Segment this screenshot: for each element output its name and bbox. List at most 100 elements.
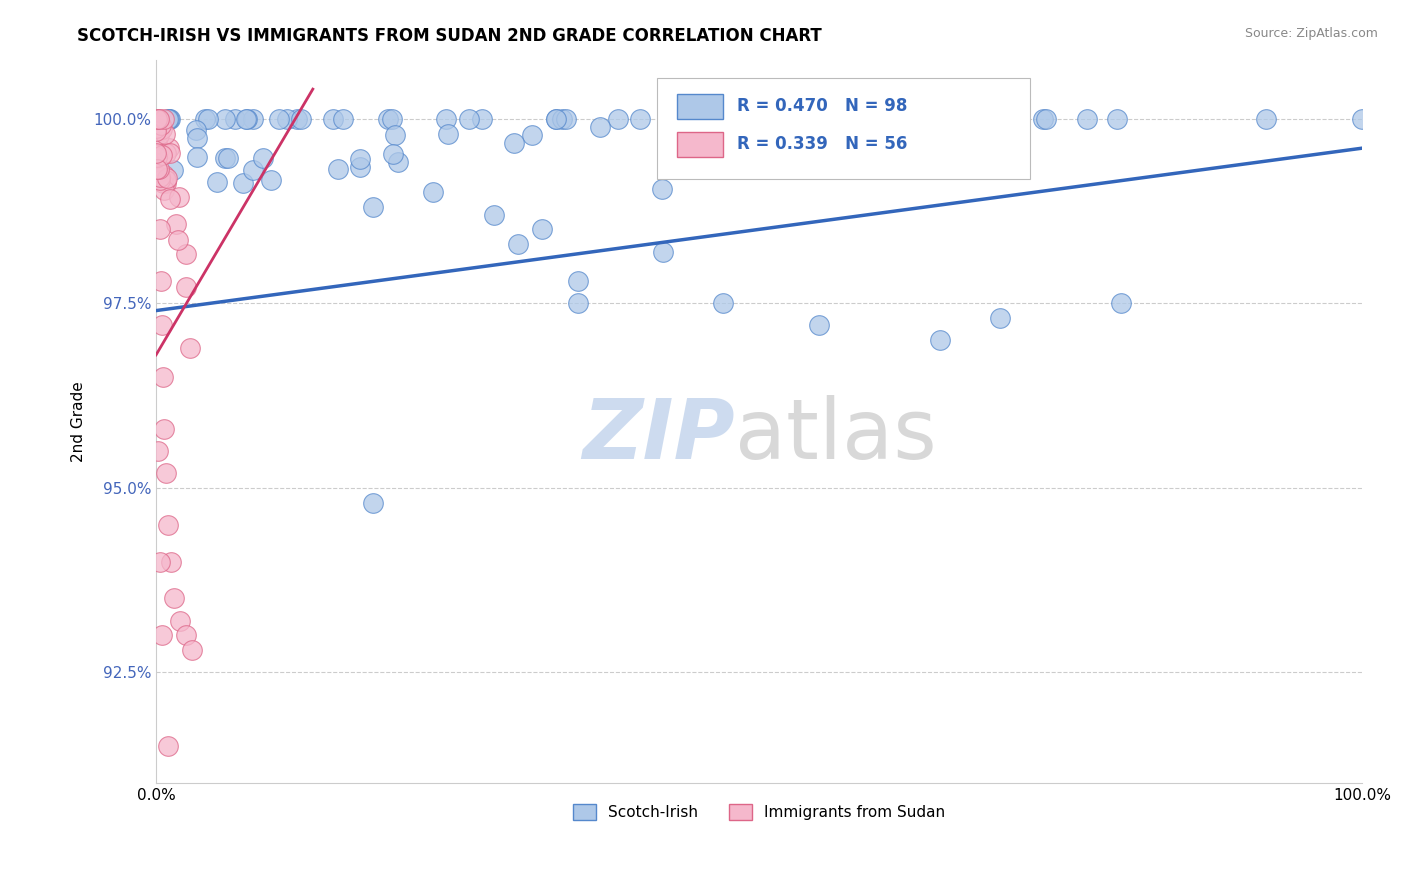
Point [679,112,702,126]
Point [1254,112,1277,126]
Point [799,112,821,126]
Point [387,154,409,169]
Point [149,274,172,288]
Point [145,169,167,183]
Point [214,151,236,165]
Point [217,151,239,165]
Point [186,130,208,145]
FancyBboxPatch shape [657,78,1031,179]
Point [651,244,673,259]
Point [276,112,298,126]
Point [174,628,197,642]
Point [224,112,246,126]
Point [150,122,173,136]
Text: R = 0.339   N = 56: R = 0.339 N = 56 [737,136,908,153]
Point [607,112,630,126]
Point [148,128,170,142]
Point [153,422,176,436]
Point [166,234,188,248]
Point [437,127,460,141]
Point [157,140,180,154]
Text: atlas: atlas [735,395,936,476]
Point [174,280,197,294]
Point [149,119,172,133]
Point [546,112,568,126]
Point [361,200,384,214]
Point [155,176,177,190]
Point [153,127,176,141]
Point [711,112,734,126]
Point [349,153,371,167]
Text: Source: ZipAtlas.com: Source: ZipAtlas.com [1244,27,1378,40]
Point [145,120,167,135]
Point [242,112,264,126]
Point [377,112,399,126]
Point [808,318,831,333]
Point [155,171,177,186]
Point [1035,112,1057,126]
Point [153,183,176,197]
Point [145,124,167,138]
Point [384,128,406,143]
Point [159,145,181,160]
Point [285,112,308,126]
Point [530,222,553,236]
Point [152,370,174,384]
Point [503,136,526,150]
Point [381,112,404,126]
Point [793,112,815,126]
Point [149,170,172,185]
Point [159,192,181,206]
Point [252,152,274,166]
Point [995,112,1018,126]
Point [981,112,1004,126]
Point [149,116,172,130]
Point [150,628,173,642]
Point [155,173,177,187]
Point [322,112,344,126]
Point [482,208,505,222]
Point [146,112,169,126]
Point [820,112,842,126]
Point [145,150,167,164]
Point [1076,112,1098,126]
Point [267,112,290,126]
Point [422,186,444,200]
Point [149,222,172,236]
Point [169,614,191,628]
Point [232,176,254,190]
Point [149,555,172,569]
Point [332,112,354,126]
Point [589,120,612,134]
Point [152,169,174,183]
Point [349,160,371,174]
Point [724,112,747,126]
Point [145,113,167,128]
Point [150,318,173,333]
Point [145,146,167,161]
Point [155,466,177,480]
Point [235,112,257,126]
Point [156,112,179,126]
Text: R = 0.470   N = 98: R = 0.470 N = 98 [737,97,908,115]
Point [184,123,207,137]
Point [1107,112,1129,126]
Point [153,112,176,126]
Point [148,443,170,458]
Point [520,128,543,142]
Point [679,127,702,141]
Point [155,146,177,161]
Point [235,112,257,126]
Point [651,182,673,196]
Point [148,112,170,126]
Text: SCOTCH-IRISH VS IMMIGRANTS FROM SUDAN 2ND GRADE CORRELATION CHART: SCOTCH-IRISH VS IMMIGRANTS FROM SUDAN 2N… [77,27,823,45]
Point [434,112,457,126]
Point [197,112,219,126]
Point [181,643,204,657]
Point [471,112,494,126]
Point [146,161,169,176]
Point [162,162,184,177]
Point [711,296,734,310]
Point [149,173,172,187]
Point [381,147,404,161]
